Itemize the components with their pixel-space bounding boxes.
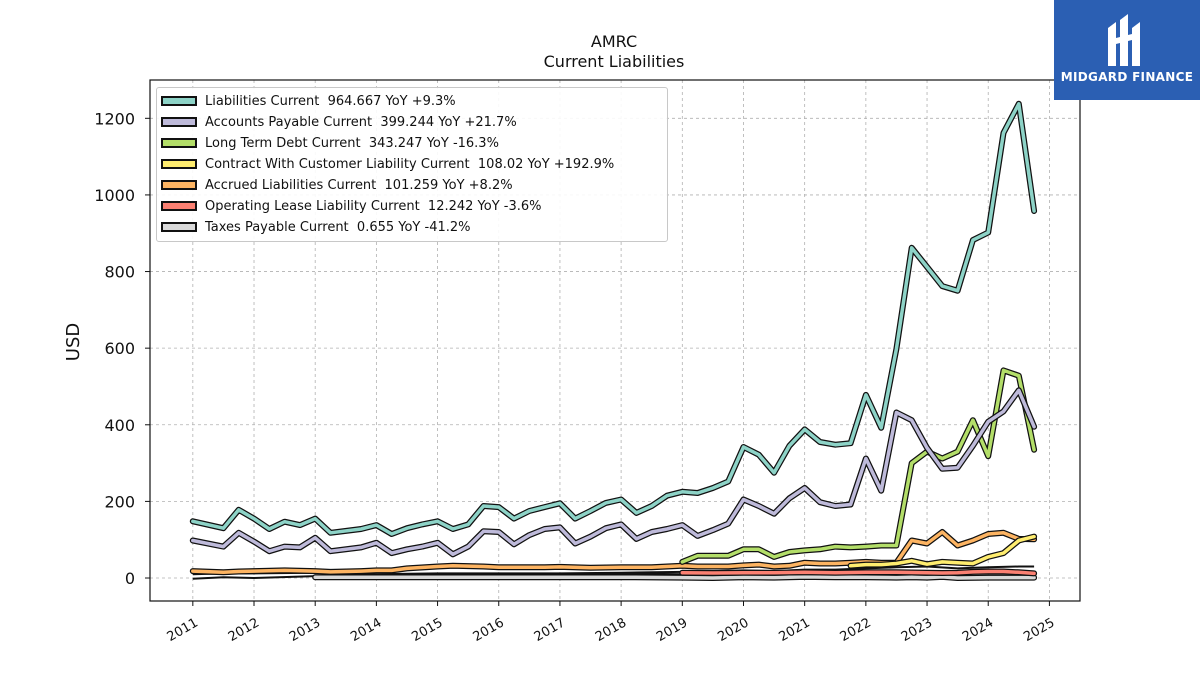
x-tick-label: 2017 [532,615,568,645]
series-line [848,534,1036,568]
plot-frame [149,79,1081,602]
y-tick-label: 1200 [94,109,135,128]
series-line [313,575,1036,580]
series-line [191,102,1036,536]
series-taxes-payable-current [312,573,1038,581]
x-tick-label: 2011 [165,615,201,645]
series-line [191,388,1036,557]
x-tick-label: 2025 [1021,615,1057,645]
legend-swatch [161,117,197,127]
x-tick-label: 2015 [409,615,445,645]
midgard-logo-icon [1108,14,1140,66]
x-tick-label: 2024 [960,615,996,645]
legend-swatch [161,159,197,169]
legend-swatch [161,180,197,190]
legend-label: Accounts Payable Current 399.244 YoY +21… [205,114,517,130]
legend-label: Operating Lease Liability Current 12.242… [205,198,542,214]
series-lines [189,100,1038,581]
series-line [680,368,1036,564]
y-tick-label: 1000 [94,186,135,205]
legend-label: Long Term Debt Current 343.247 YoY -16.3… [205,135,499,151]
x-tick-label: 2023 [899,615,935,645]
y-tick-label: 200 [104,492,135,511]
legend-label: Liabilities Current 964.667 YoY +9.3% [205,93,456,109]
series-liabilities-current [189,100,1038,537]
legend-swatch [161,138,197,148]
legend-item-accounts-payable-current: Accounts Payable Current 399.244 YoY +21… [159,112,517,132]
x-tick-label: 2022 [838,615,874,645]
series-long-term-debt-current [679,367,1038,565]
chart-legend: Liabilities Current 964.667 YoY +9.3% Acc… [156,87,668,242]
series-operating-lease-liability-current [679,568,1038,577]
series-line [191,530,1036,575]
y-tick-label: 400 [104,416,135,435]
series-accrued-liabilities-current [189,529,1038,576]
y-tick-label: 0 [125,569,135,588]
legend-swatch [161,222,197,232]
y-axis-label: USD [63,323,84,361]
x-tick-label: 2020 [715,615,751,645]
legend-swatch [161,201,197,211]
brand-name: MIDGARD FINANCE [1060,70,1194,84]
chart-title-ticker: AMRC [590,32,638,51]
series-contract-with-customer-liability-current [847,533,1038,569]
series-line [680,569,1036,576]
x-tick-label: 2013 [287,615,323,645]
legend-item-long-term-debt-current: Long Term Debt Current 343.247 YoY -16.3… [159,133,499,153]
x-tick-label: 2014 [348,615,384,645]
x-tick-label: 2016 [471,615,507,645]
brand-logo: MIDGARD FINANCE [1054,0,1200,100]
legend-label: Contract With Customer Liability Current… [205,156,615,172]
x-tick-label: 2021 [777,615,813,645]
x-tick-label: 2018 [593,615,629,645]
legend-item-contract-with-customer-liability-current: Contract With Customer Liability Current… [159,154,614,174]
x-tick-label: 2012 [226,615,262,645]
legend-label: Taxes Payable Current 0.655 YoY -41.2% [205,219,471,235]
y-tick-label: 600 [104,339,135,358]
y-tick-label: 800 [104,263,135,282]
legend-item-taxes-payable-current: Taxes Payable Current 0.655 YoY -41.2% [159,217,471,237]
legend-item-operating-lease-liability-current: Operating Lease Liability Current 12.242… [159,196,542,216]
legend-label: Accrued Liabilities Current 101.259 YoY … [205,177,513,193]
legend-swatch [161,96,197,106]
x-tick-label: 2019 [654,615,690,645]
legend-item-liabilities-current: Liabilities Current 964.667 YoY +9.3% [159,91,456,111]
series-accounts-payable-current [189,387,1038,558]
chart-title: Current Liabilities [543,52,685,71]
legend-item-accrued-liabilities-current: Accrued Liabilities Current 101.259 YoY … [159,175,513,195]
